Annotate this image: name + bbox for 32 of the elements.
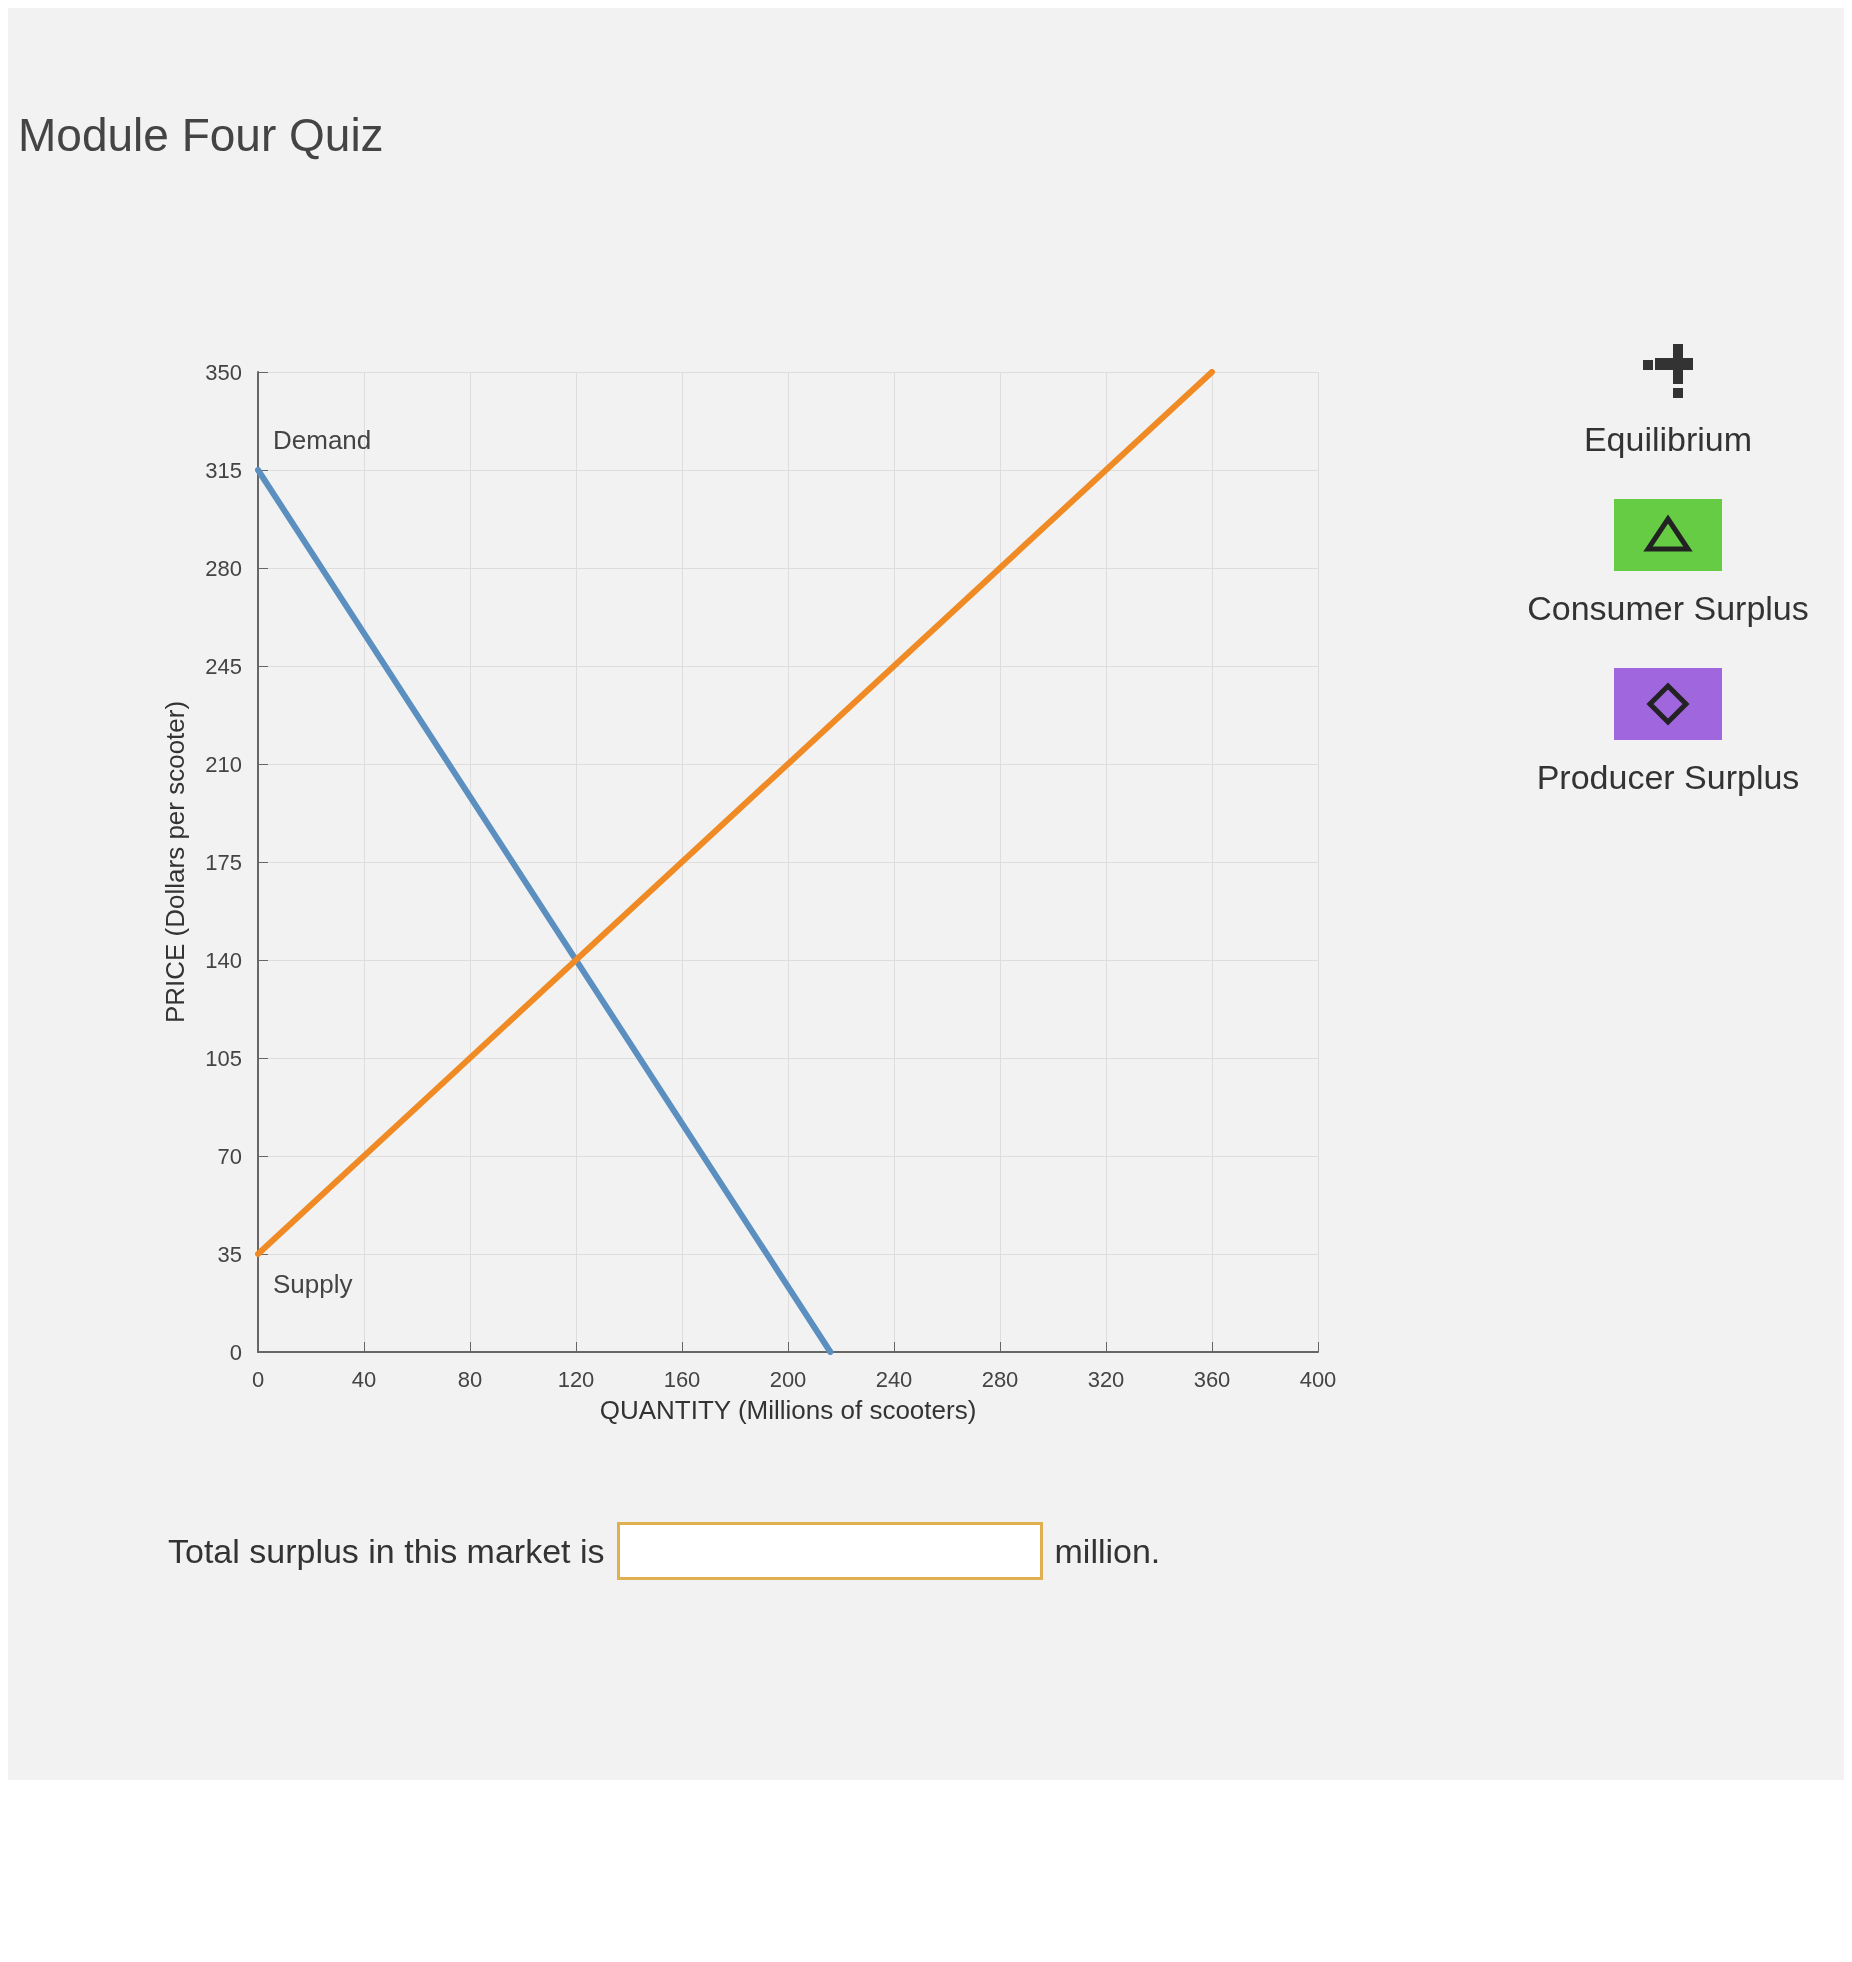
y-tick-label: 280: [205, 555, 242, 581]
text: Equilibrium: [1583, 420, 1753, 459]
y-tick-label: 210: [205, 751, 242, 777]
text: million.: [1054, 1531, 1161, 1571]
text: Consumer Surplus: [1527, 589, 1809, 628]
y-tick-label: 350: [205, 359, 242, 385]
series-label: Demand: [273, 425, 372, 455]
chart-title: Module Four Quiz: [17, 108, 385, 163]
y-tick-label: 315: [205, 457, 242, 483]
y-tick-label: 70: [217, 1143, 242, 1169]
x-tick-label: 240: [875, 1366, 913, 1392]
y-tick-label: 245: [205, 653, 242, 679]
y-tick-label: 0: [229, 1339, 242, 1365]
x-tick-label: 40: [351, 1366, 377, 1392]
series-label: Supply: [273, 1269, 353, 1299]
x-tick-label: 200: [769, 1366, 807, 1392]
y-tick-label: 35: [217, 1241, 242, 1267]
text: Producer Surplus: [1536, 758, 1800, 797]
x-tick-label: 280: [981, 1366, 1019, 1392]
y-tick-label: 175: [205, 849, 242, 875]
x-tick-label: 320: [1087, 1366, 1125, 1392]
x-tick-label: 160: [663, 1366, 701, 1392]
y-tick-label: 140: [205, 947, 242, 973]
text: Total surplus in this market is: [168, 1531, 605, 1571]
y-axis-title: PRICE (Dollars per scooter): [160, 700, 190, 1024]
y-tick-label: 105: [205, 1045, 242, 1071]
x-tick-label: 360: [1193, 1366, 1231, 1392]
x-tick-label: 400: [1299, 1366, 1337, 1392]
x-axis-title: QUANTITY (Millions of scooters): [599, 1395, 977, 1425]
x-tick-label: 0: [251, 1366, 265, 1392]
x-tick-label: 120: [557, 1366, 595, 1392]
x-tick-label: 80: [457, 1366, 483, 1392]
